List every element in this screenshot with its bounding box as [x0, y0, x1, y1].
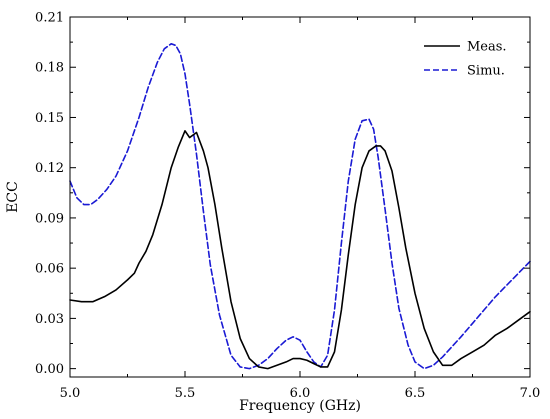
x-tick-label: 5.5: [175, 386, 196, 401]
legend-label-simu: Simu.: [467, 64, 505, 79]
y-tick-label: 0.21: [35, 11, 64, 26]
legend-label-meas: Meas.: [467, 40, 507, 55]
y-tick-label: 0.18: [35, 61, 64, 76]
y-tick-label: 0.06: [35, 262, 64, 277]
x-axis-title: Frequency (GHz): [239, 398, 361, 414]
x-tick-label: 6.0: [290, 386, 311, 401]
series-line-simu: [69, 42, 531, 370]
plot-lines: [69, 42, 531, 370]
y-tick-label: 0.03: [35, 312, 64, 327]
y-tick-label: 0.00: [35, 362, 64, 377]
x-tick-label: 7.0: [520, 386, 541, 401]
plot-frame: [69, 16, 531, 378]
series-line-meas: [69, 130, 531, 370]
x-tick-label: 6.5: [405, 386, 426, 401]
x-axis: 5.0 5.5 6.0 6.5 7.0: [60, 17, 541, 401]
x-tick-label: 5.0: [60, 386, 81, 401]
y-tick-label: 0.09: [35, 211, 64, 226]
y-tick-label: 0.15: [35, 111, 64, 126]
y-tick-label: 0.12: [35, 161, 64, 176]
y-axis-title: ECC: [5, 181, 21, 213]
y-axis: 0.00 0.03 0.06 0.09 0.12 0.15 0.18 0.21: [35, 11, 530, 377]
legend: Meas. Simu.: [424, 40, 507, 79]
